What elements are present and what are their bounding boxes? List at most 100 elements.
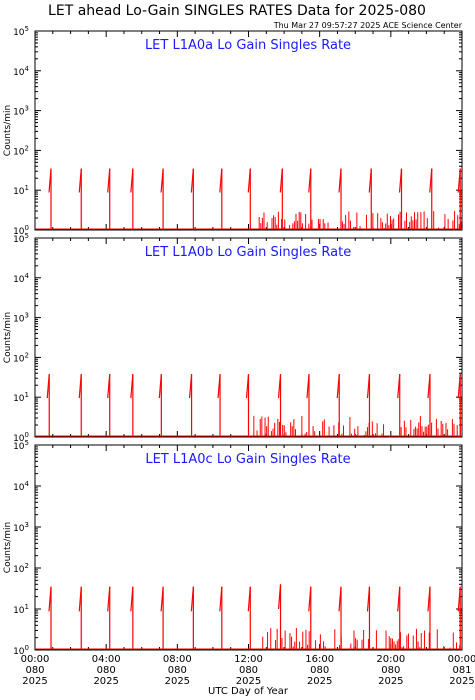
panel-1: LET L1A0a Lo Gain Singles Rate Counts/min… [3,25,463,237]
spike-tail [160,586,164,612]
y-tick-label: 103 [13,312,29,325]
spike-mark [308,168,312,229]
x-tick-label-day: 080 [25,665,44,676]
x-tick-label-time: 00:00 [21,654,50,665]
spike-tail [190,168,194,193]
y-tick-label: 101 [13,184,29,197]
y-tick-label: 104 [13,480,29,493]
y-tick-label: 102 [13,144,29,157]
x-tick-label-day: 080 [310,665,329,676]
x-tick-label-day: 080 [97,665,116,676]
spike-mark [78,168,82,229]
panel-title: LET L1A0a Lo Gain Singles Rate [145,38,351,53]
spike-tail [457,374,461,399]
spike-mark [78,374,82,436]
x-tick-label-year: 2025 [307,676,332,687]
panel-3: LET L1A0c Lo Gain Singles Rate Counts/min… [3,439,463,657]
x-tick-label-time: 16:00 [305,654,334,665]
x-tick-label-year: 2025 [449,676,474,687]
spike-tail [429,168,433,193]
spike-mark [427,374,431,436]
spike-mark [306,374,310,436]
spike-tail [457,586,461,612]
spike-tail [107,168,111,193]
spike-tail [78,168,82,193]
spike-mark [130,586,134,649]
spike-tail [368,168,372,193]
y-axis-label: Counts/min [3,105,13,156]
spike-tail [338,586,342,612]
spike-mark [247,168,251,229]
spike-tail [190,586,194,612]
x-axis-label: UTC Day of Year [208,686,289,697]
spike-tail [397,586,401,612]
spike-tail [306,374,310,399]
spike-mark [130,374,134,436]
spike-mark [366,586,371,649]
plot-frame [34,444,463,651]
spike-tail [130,374,134,399]
spike-tail [277,374,282,399]
spike-tail [78,374,82,399]
panel-title: LET L1A0c Lo Gain Singles Rate [145,452,350,467]
spike-mark [338,168,342,229]
spike-mark [46,374,50,436]
spike-tail [277,584,282,610]
spike-tail [78,586,82,612]
spike-mark [429,168,433,229]
y-tick-label: 103 [13,105,29,118]
spike-tail [427,374,431,399]
spike-tail [427,586,431,612]
spike-mark [368,168,372,229]
y-axis-label: Counts/min [3,522,13,573]
spike-tail [366,586,371,612]
spike-mark [457,586,461,649]
y-tick-label: 104 [13,272,29,285]
spike-mark [397,374,401,436]
y-axis-label: Counts/min [3,312,13,363]
y-tick-label: 105 [13,232,29,245]
spike-tail [219,168,223,193]
x-tick-label-day: 080 [381,665,400,676]
panel-title: LET L1A0b Lo Gain Singles Rate [145,245,351,260]
spike-mark [107,374,111,436]
y-tick-label: 100 [13,224,29,237]
spike-tail [336,374,340,399]
spike-tail [338,168,342,193]
spike-mark [219,168,223,229]
spike-mark [219,586,223,649]
spike-mark [78,586,82,649]
spike-mark [457,374,461,436]
spike-mark [130,168,134,229]
x-tick-label-time: 04:00 [92,654,121,665]
spike-tail [48,168,52,193]
spike-mark [366,374,371,436]
x-tick-label-time: 08:00 [163,654,192,665]
y-tick-label: 105 [13,439,29,452]
x-tick-label-day: 080 [239,665,258,676]
x-tick-label-time: 00:00 [448,654,475,665]
spike-tail [46,374,50,399]
spike-mark [188,374,193,436]
spike-tail [217,374,221,399]
chart-title: LET ahead Lo-Gain SINGLES RATES Data for… [48,3,426,19]
spike-tail [245,374,250,399]
spike-mark [107,168,111,229]
spike-tail [130,168,134,193]
spike-mark [245,374,250,436]
spike-mark [190,586,194,649]
spike-mark [217,374,221,436]
spike-mark [48,168,52,229]
x-tick-label-day: 080 [168,665,187,676]
spike-tail [160,168,164,193]
y-tick-label: 105 [13,25,29,38]
spike-tail [366,374,371,399]
x-tick-label-time: 20:00 [376,654,405,665]
spike-mark [107,586,111,649]
spike-tail [247,586,251,612]
x-tick-label-year: 2025 [22,676,47,687]
spike-tail [397,374,401,399]
spike-mark [279,168,283,229]
spike-mark [427,586,431,649]
